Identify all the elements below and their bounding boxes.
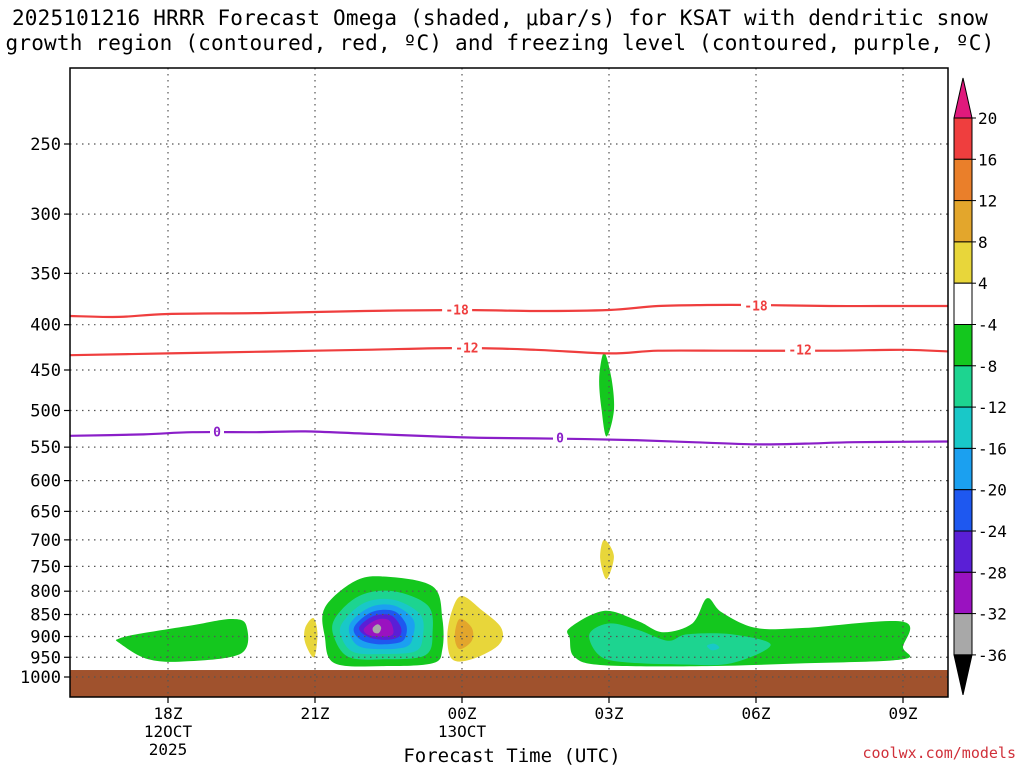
omega-region-0 (115, 618, 249, 662)
y-tick-label: 400 (30, 316, 61, 336)
y-tick-label: 600 (30, 472, 61, 492)
colorbar-label: -36 (978, 646, 1007, 665)
x-tick-label: 09Z (889, 704, 918, 723)
y-tick-label: 750 (30, 557, 61, 577)
y-tick-label: 300 (30, 205, 61, 225)
grid (70, 68, 948, 697)
colorbar-swatch-6 (953, 324, 973, 367)
colorbar-label: -16 (978, 439, 1007, 458)
colorbar-label: 4 (978, 274, 988, 293)
colorbar-cap-top (953, 77, 973, 119)
y-tick-label: 950 (30, 648, 61, 668)
colorbar-swatch-11 (953, 530, 973, 573)
colorbar-swatch-7 (953, 365, 973, 408)
x-tick-label: 21Z (301, 704, 330, 723)
contour-label: 0 (556, 431, 564, 446)
omega-region-13 (600, 539, 614, 580)
colorbar-swatch-5 (953, 282, 973, 326)
omega-region-12 (454, 618, 474, 650)
colorbar-label: 20 (978, 109, 997, 128)
colorbar-swatch-8 (953, 406, 973, 449)
x-tick-label: 06Z (742, 704, 771, 723)
colorbar-cap-bottom (953, 654, 973, 696)
chart-title: 2025101216 HRRR Forecast Omega (shaded, … (0, 6, 1000, 56)
colorbar-label: -24 (978, 522, 1007, 541)
x-axis-title: Forecast Time (UTC) (403, 745, 621, 767)
omega-region-9 (372, 624, 382, 634)
colorbar-label: -32 (978, 605, 1007, 624)
site-credit: coolwx.com/models (862, 744, 1016, 762)
y-tick-label: 550 (30, 438, 61, 458)
title-line-2: growth region (contoured, red, ºC) and f… (5, 31, 995, 55)
colorbar-swatch-13 (953, 613, 973, 656)
colorbar-label: -12 (978, 398, 1007, 417)
colorbar-swatch-10 (953, 489, 973, 532)
y-tick-label: 800 (30, 582, 61, 602)
contour-label: -18 (445, 304, 469, 319)
colorbar-swatch-3 (953, 200, 973, 243)
colorbar-label: 12 (978, 192, 997, 211)
x-tick-label: 12OCT (144, 722, 193, 741)
colorbar-label: -28 (978, 563, 1007, 582)
contour-label-bg (442, 302, 473, 318)
y-tick-label: 250 (30, 135, 61, 155)
contours: -18 -18 -12 -12 0 0 (70, 297, 948, 446)
colorbar-swatch-12 (953, 571, 973, 615)
contour-line-1 (70, 346, 948, 357)
contour-label: 0 (213, 426, 221, 441)
plot-frame (69, 67, 949, 698)
y-tick-label: 1000 (20, 668, 61, 688)
surface-layer (70, 670, 948, 697)
y-tick-label: 350 (30, 264, 61, 284)
ground-fill (70, 670, 948, 697)
colorbar-swatch-9 (953, 447, 973, 491)
contour-line-2 (70, 430, 948, 446)
contour-label: -12 (455, 342, 478, 357)
colorbar-swatch-2 (953, 158, 973, 202)
colorbar-swatch-4 (953, 241, 973, 284)
y-tick-label: 450 (30, 361, 61, 381)
y-tick-label: 700 (30, 531, 61, 551)
y-tick-label: 500 (30, 402, 61, 422)
x-tick-label: 03Z (595, 704, 624, 723)
contour-line-0 (70, 303, 948, 319)
omega-region-16 (706, 643, 720, 651)
colorbar-label: 16 (978, 150, 997, 169)
colorbar-label: -20 (978, 481, 1007, 500)
title-line-1: 2025101216 HRRR Forecast Omega (shaded, … (11, 6, 989, 30)
omega-shading (115, 352, 911, 667)
x-tick-label: 13OCT (438, 722, 487, 741)
contour-label-bg (785, 341, 816, 357)
omega-region-10 (304, 617, 318, 658)
x-tick-label: 2025 (149, 740, 188, 759)
contour-label-bg (451, 340, 482, 356)
contour-label-bg (210, 424, 224, 440)
omega-region-1 (599, 352, 615, 437)
x-tick-label: 00Z (448, 704, 477, 723)
colorbar-swatch-1 (953, 117, 973, 160)
x-tick-label: 18Z (154, 704, 183, 723)
colorbar-label: -4 (978, 316, 997, 335)
colorbar: 20 16 12 8 4 -4 -8 -12 -16 -20 -24 -28 -32 -36 (953, 77, 1007, 696)
y-tick-label: 900 (30, 627, 61, 647)
y-tick-label: 850 (30, 606, 61, 626)
colorbar-label: 8 (978, 233, 988, 252)
contour-label-bg (741, 297, 771, 313)
omega-region-15 (589, 623, 771, 666)
colorbar-label: -8 (978, 357, 997, 376)
contour-label: -12 (788, 343, 811, 358)
contour-label: -18 (744, 299, 768, 314)
axes: 2503003504004505005506006507007508008509… (20, 67, 949, 759)
y-tick-label: 650 (30, 502, 61, 522)
contour-label-bg (553, 429, 567, 445)
